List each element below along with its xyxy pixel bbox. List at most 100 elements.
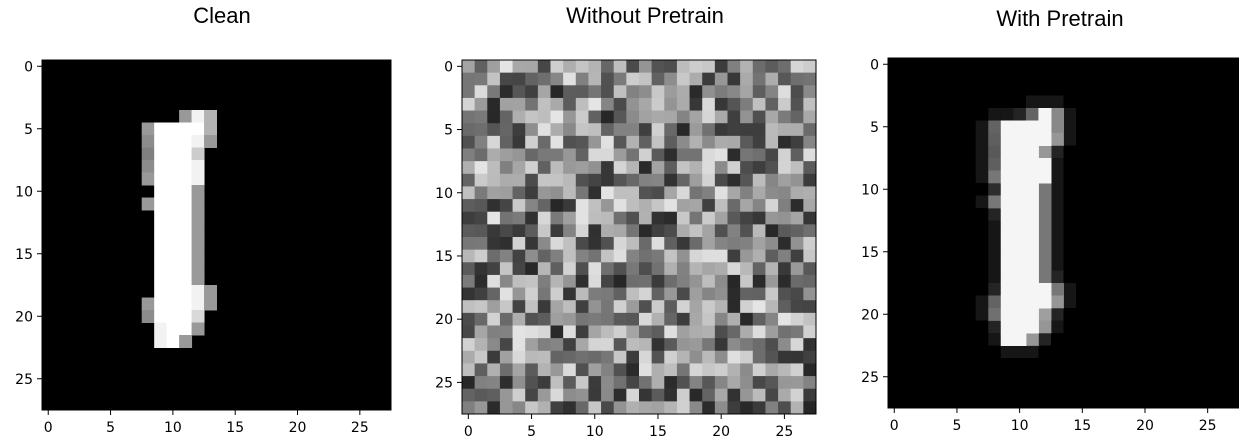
noise-pixel [474,199,488,213]
y-tick-label: 0 [444,59,453,75]
noise-pixel [651,388,665,402]
noise-pixel [512,274,526,289]
noise-pixel [462,388,476,402]
pixel [1013,158,1027,171]
noise-pixel [790,249,804,263]
noise-pixel [487,173,501,187]
noise-pixel [790,274,804,289]
pixel [166,260,180,273]
noise-pixel [537,85,551,99]
x-tick-label: 5 [527,424,536,440]
pixel [166,210,180,223]
noise-pixel [525,72,539,86]
noise-pixel [487,274,501,289]
noise-pixel [702,123,716,137]
noise-pixel [462,173,476,187]
noise-pixel [487,224,501,238]
noise-pixel [525,376,539,390]
pixel [1050,133,1064,146]
noise-pixel [790,85,804,99]
noise-pixel [462,338,476,352]
noise-pixel [499,237,514,251]
noise-pixel [626,211,640,225]
pixel-halo [988,183,1001,196]
pixel [179,185,193,198]
x-tick-label: 0 [890,418,899,434]
noise-pixel [727,161,741,175]
noise-pixel [790,135,804,149]
pixel [988,195,1002,209]
noise-pixel [765,173,779,187]
noise-pixel [714,173,728,187]
noise-pixel [664,338,678,352]
noise-pixel [740,224,754,238]
pixel [1013,233,1027,246]
noise-pixel [563,312,577,326]
noise-pixel [626,135,640,149]
pixel [1000,233,1014,246]
noise-pixel [803,60,817,74]
pixel [154,147,168,161]
noise-pixel [803,161,817,175]
noise-pixel [752,237,766,251]
noise-pixel [714,110,728,124]
noise-pixel [575,123,589,137]
noise-pixel [803,224,817,238]
noise-pixel [664,287,678,301]
noise-pixel [626,72,640,86]
pixel [1038,208,1052,221]
noise-pixel [537,237,551,251]
noise-pixel [676,123,691,137]
noise-pixel [525,148,539,162]
noise-pixel [588,148,602,162]
pixel [1038,283,1052,296]
pixel-halo [988,108,1001,121]
noise-pixel [588,173,602,187]
pixel [1000,333,1014,346]
pixel [141,297,155,311]
noise-pixel [752,274,766,289]
pixel [179,247,193,261]
noise-pixel [689,388,703,402]
pixel [179,197,193,211]
pixel [154,247,168,261]
noise-pixel [676,249,691,263]
noise-pixel [462,97,476,112]
noise-pixel [765,363,779,377]
noise-pixel [664,237,678,251]
noise-pixel [676,300,691,314]
noise-pixel [462,211,476,225]
y-tick-label: 25 [15,372,33,388]
noise-pixel [702,110,716,124]
noise-pixel [639,262,653,276]
noise-pixel [601,237,615,251]
noise-pixel [727,249,741,263]
pixel [204,122,217,136]
noise-pixel [639,85,653,99]
noise-pixel [740,72,754,86]
noise-pixel [563,338,577,352]
noise-pixel [499,224,514,238]
noise-pixel [613,274,627,289]
pixel [1013,270,1027,284]
noise-pixel [588,211,602,225]
noise-pixel [626,350,640,364]
noise-pixel [689,274,703,289]
noise-pixel [803,97,817,112]
pixel-halo [1050,145,1064,158]
pixel-halo [1050,195,1064,208]
noise-pixel [613,186,627,200]
noise-pixel [613,388,627,402]
noise-pixel [474,224,488,238]
pixel-halo [1000,108,1014,121]
noise-pixel [525,161,539,175]
noise-pixel [537,338,551,352]
pixel [1038,258,1052,271]
noise-pixel [765,325,779,339]
pixel-halo [975,195,989,208]
pixel-halo [1025,345,1039,358]
pixel [1013,320,1027,334]
noise-pixel [803,376,817,390]
noise-pixel [525,300,539,314]
noise-pixel [803,274,817,289]
